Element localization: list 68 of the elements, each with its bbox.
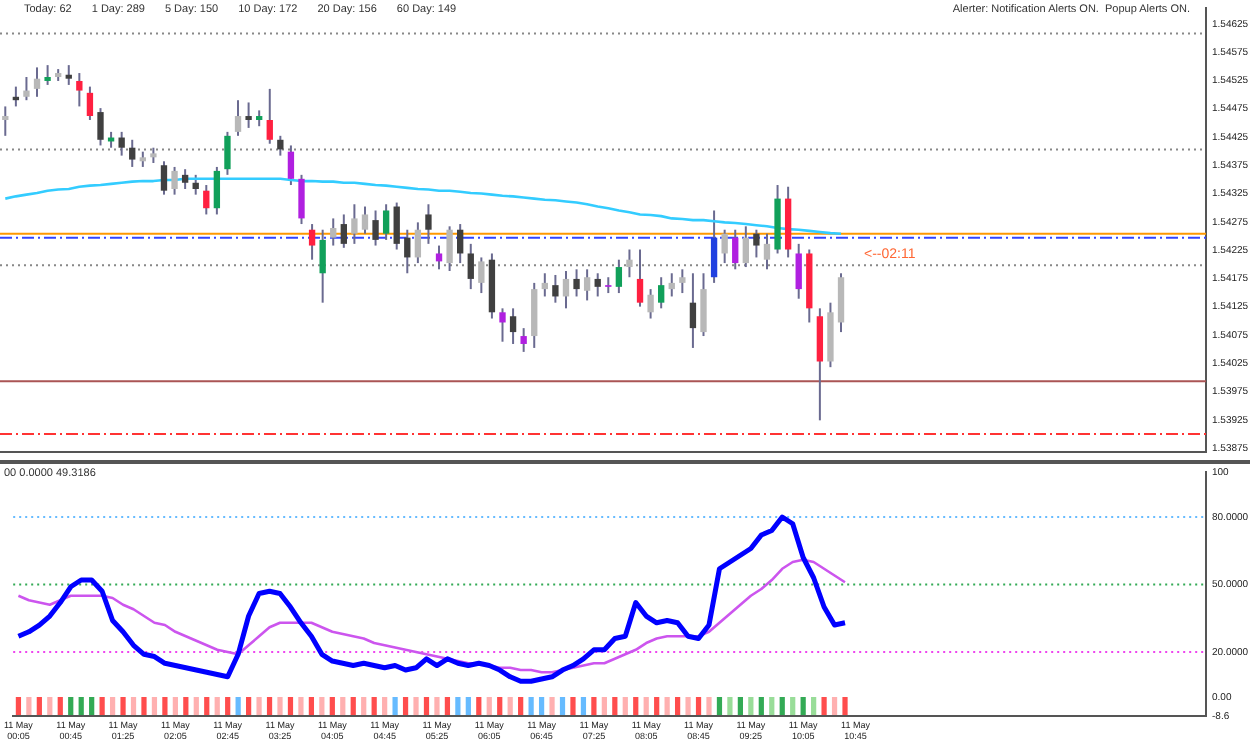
candlestick (795, 242, 802, 300)
candlestick (763, 232, 771, 271)
candlestick (287, 144, 295, 187)
candlestick (23, 76, 30, 102)
candlestick (181, 168, 189, 190)
candlestick (467, 242, 474, 291)
candlestick (679, 268, 686, 295)
candlestick (732, 228, 739, 271)
candlestick (636, 248, 644, 308)
candlestick (97, 107, 104, 147)
candlestick (552, 273, 559, 304)
candlestick (668, 272, 675, 298)
candlestick (742, 225, 749, 269)
candlestick (837, 272, 845, 334)
candlestick (509, 307, 517, 345)
candlestick (626, 248, 633, 279)
candlestick (647, 288, 654, 320)
candlestick (382, 203, 390, 241)
candlestick (541, 272, 548, 298)
candlestick (203, 184, 210, 216)
candlestick (435, 244, 443, 271)
candlestick (245, 101, 252, 129)
candlestick (266, 87, 273, 145)
candlestick (562, 270, 570, 310)
candlestick (710, 209, 718, 284)
candlestick (192, 173, 199, 196)
candlestick (372, 209, 379, 247)
candlestick (478, 256, 485, 295)
candlestick (457, 223, 464, 265)
candlestick (298, 173, 305, 226)
candlestick (277, 134, 284, 157)
candlestick (404, 228, 411, 275)
candlestick (234, 99, 242, 137)
candlestick (351, 203, 358, 245)
candlestick (499, 307, 506, 343)
candlestick (583, 268, 591, 302)
candlestick (171, 165, 178, 196)
candlestick (594, 272, 601, 298)
candlestick (213, 165, 221, 216)
candlestick (573, 268, 580, 298)
candlestick (753, 228, 760, 259)
candlestick (2, 105, 9, 137)
candlestick (615, 258, 623, 295)
candlestick (816, 307, 824, 422)
candlestick (76, 72, 83, 108)
candlestick (689, 272, 697, 349)
candlestick (446, 225, 453, 273)
candlestick (414, 221, 422, 265)
candlestick (425, 203, 432, 245)
candlestick (118, 130, 125, 157)
candlestick (129, 138, 136, 168)
candlestick (65, 64, 72, 86)
candlestick (44, 64, 51, 86)
candlestick (520, 327, 527, 353)
candlestick (721, 228, 728, 265)
candlestick (319, 228, 326, 304)
candlestick (308, 223, 316, 261)
candlestick (531, 281, 538, 349)
candlestick (33, 66, 41, 98)
candlestick (340, 213, 347, 249)
candlestick (361, 205, 369, 235)
candlestick (393, 201, 400, 251)
candlestick (330, 217, 337, 247)
candlestick (86, 85, 94, 121)
candlestick (224, 130, 231, 176)
candlestick (658, 276, 665, 310)
candlestick (160, 160, 168, 196)
candlestick (700, 272, 707, 338)
